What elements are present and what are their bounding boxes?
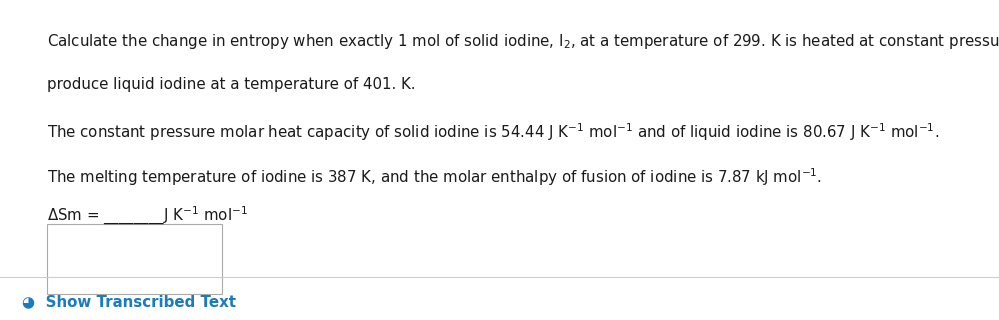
- Text: $\Delta$Sm = ________J K$^{-1}$ mol$^{-1}$: $\Delta$Sm = ________J K$^{-1}$ mol$^{-1…: [47, 205, 248, 227]
- Text: produce liquid iodine at a temperature of 401. K.: produce liquid iodine at a temperature o…: [47, 77, 416, 92]
- Text: The constant pressure molar heat capacity of solid iodine is 54.44 J K$^{-1}$ mo: The constant pressure molar heat capacit…: [47, 122, 939, 143]
- FancyBboxPatch shape: [47, 224, 222, 294]
- Text: The melting temperature of iodine is 387 K, and the molar enthalpy of fusion of : The melting temperature of iodine is 387…: [47, 166, 822, 188]
- Text: Calculate the change in entropy when exactly 1 mol of solid iodine, I$_2$, at a : Calculate the change in entropy when exa…: [47, 32, 999, 51]
- Text: ◕  Show Transcribed Text: ◕ Show Transcribed Text: [22, 294, 236, 309]
